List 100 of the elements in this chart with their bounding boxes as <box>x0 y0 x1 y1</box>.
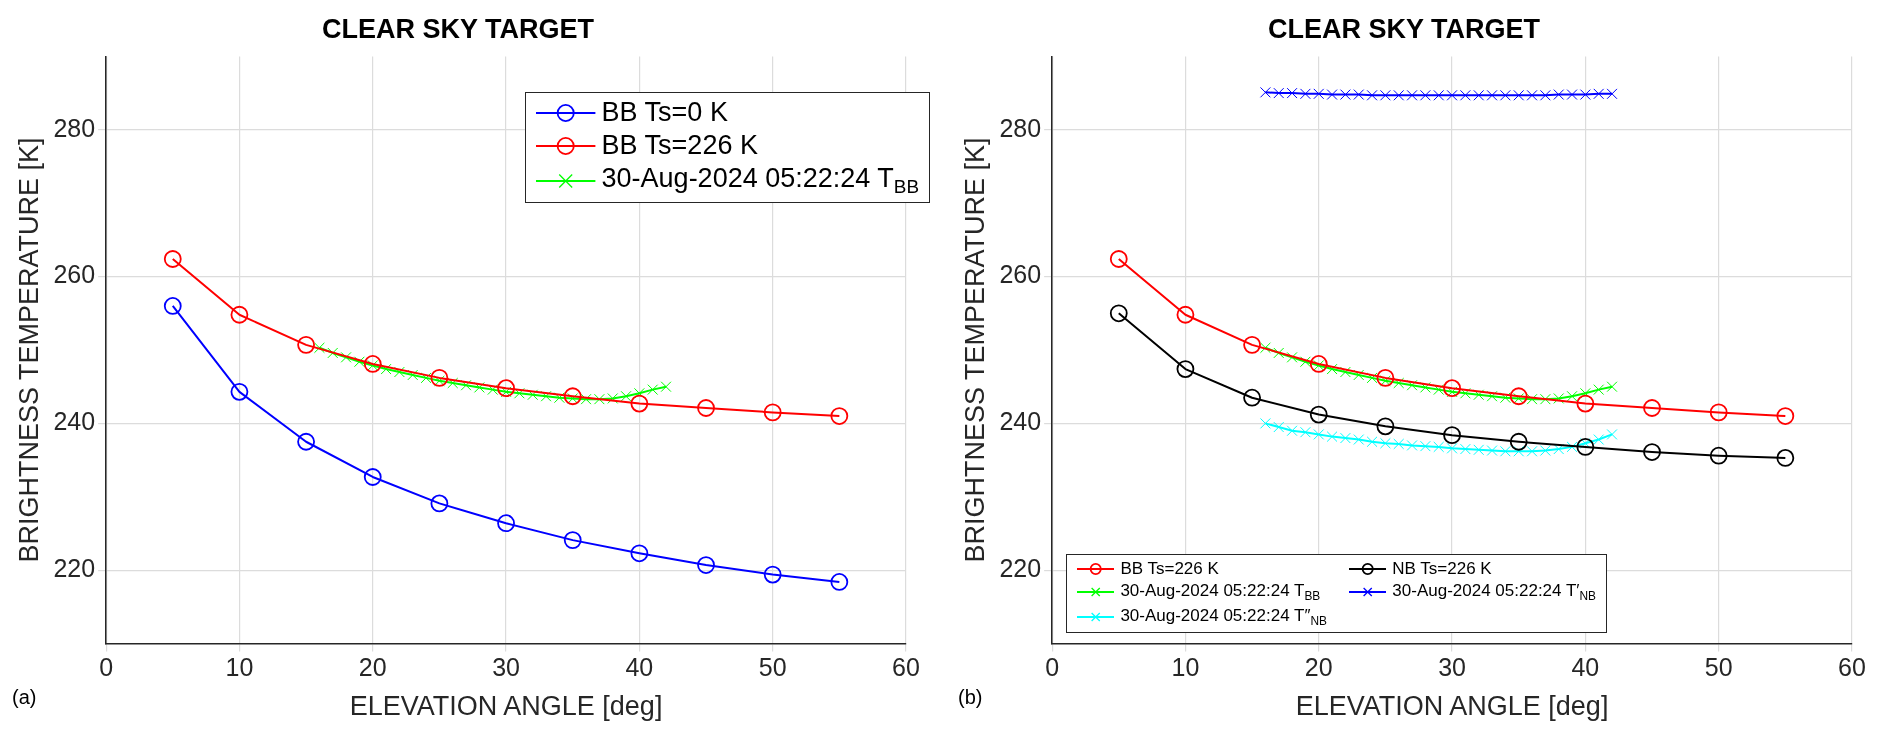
point <box>1526 393 1538 405</box>
point <box>1109 304 1128 323</box>
point <box>1459 89 1471 101</box>
point <box>1259 417 1271 429</box>
point <box>313 342 325 354</box>
legend-label: BB Ts=0 K <box>601 97 728 128</box>
point <box>1353 89 1365 101</box>
point <box>1593 384 1605 396</box>
point <box>340 351 352 363</box>
point <box>1553 443 1565 455</box>
point <box>1109 250 1128 268</box>
point <box>1243 335 1261 354</box>
point <box>1606 381 1618 393</box>
point <box>1443 379 1461 398</box>
x-tick-label: 60 <box>1838 653 1866 682</box>
point <box>1393 377 1405 389</box>
point <box>630 544 649 563</box>
point <box>353 356 365 368</box>
point <box>1313 428 1325 440</box>
y-tick-label: 240 <box>53 407 96 436</box>
point <box>660 381 672 393</box>
point <box>1406 89 1418 101</box>
x-tick-label: 10 <box>1171 653 1200 682</box>
legend-label: BB Ts=226 K <box>601 130 758 161</box>
point <box>540 390 552 402</box>
point <box>1579 89 1591 101</box>
point <box>1176 305 1195 324</box>
point <box>1459 443 1471 455</box>
point <box>1553 89 1565 101</box>
text: (b) <box>958 685 983 708</box>
point <box>1393 438 1405 450</box>
point <box>1273 347 1285 359</box>
point <box>1499 445 1511 457</box>
y-axis-title: BRIGHTNESS TEMPERATURE [K] <box>13 137 44 563</box>
point <box>763 403 782 422</box>
chart-title: CLEAR SKY TARGET <box>321 13 595 44</box>
point <box>1366 436 1378 448</box>
point <box>1539 393 1551 405</box>
point <box>1326 431 1338 443</box>
point <box>1376 417 1395 436</box>
point <box>1419 440 1431 452</box>
point <box>1643 399 1661 417</box>
point <box>1443 426 1461 445</box>
point <box>1606 428 1618 440</box>
x-tick-label: 50 <box>758 653 787 682</box>
point <box>1486 390 1498 402</box>
x-tick-label: 0 <box>99 653 114 682</box>
point <box>1309 355 1328 373</box>
point <box>1379 437 1391 449</box>
point <box>1486 445 1498 457</box>
x-tick-label: 30 <box>492 653 520 682</box>
point <box>1419 381 1431 393</box>
point <box>1553 392 1565 404</box>
point <box>1509 387 1528 406</box>
point <box>1709 403 1728 422</box>
point <box>1299 356 1311 368</box>
point <box>163 250 182 268</box>
point <box>1353 434 1365 445</box>
point <box>1299 88 1311 100</box>
point <box>297 432 315 451</box>
legend-label: NB Ts=226 K <box>1392 559 1492 580</box>
point <box>1419 89 1431 101</box>
point <box>1473 89 1485 101</box>
x-tick-label: 40 <box>625 653 654 682</box>
point <box>327 347 339 359</box>
x-axis-title: ELEVATION ANGLE [deg] <box>1295 691 1609 722</box>
y-tick-label: 260 <box>999 260 1042 289</box>
x-tick-label: 30 <box>1438 653 1466 682</box>
point <box>697 399 715 417</box>
point <box>1366 89 1378 101</box>
point <box>1286 87 1298 99</box>
point <box>1576 394 1595 413</box>
point <box>607 392 619 404</box>
point <box>1526 445 1538 457</box>
point <box>1339 432 1351 444</box>
point <box>1273 87 1285 99</box>
point <box>473 381 485 393</box>
point <box>1776 407 1795 425</box>
point <box>297 335 315 354</box>
point <box>1353 369 1365 381</box>
x-tick-label: 20 <box>358 653 387 682</box>
point <box>1593 88 1605 100</box>
y-tick-label: 220 <box>999 554 1042 583</box>
point <box>563 387 582 406</box>
point <box>430 494 449 513</box>
point <box>1509 432 1528 451</box>
legend-label: BB Ts=226 K <box>1120 559 1219 580</box>
point <box>1486 89 1498 101</box>
y-tick-label: 260 <box>53 260 96 289</box>
text: (a) <box>12 685 37 708</box>
point <box>1376 368 1395 387</box>
point <box>1379 89 1391 101</box>
point <box>1433 441 1445 453</box>
y-tick-label: 220 <box>53 554 96 583</box>
point <box>1286 425 1298 437</box>
point <box>1643 443 1661 461</box>
point <box>447 377 459 389</box>
point <box>460 379 472 391</box>
point <box>1576 437 1595 456</box>
point <box>580 393 592 405</box>
